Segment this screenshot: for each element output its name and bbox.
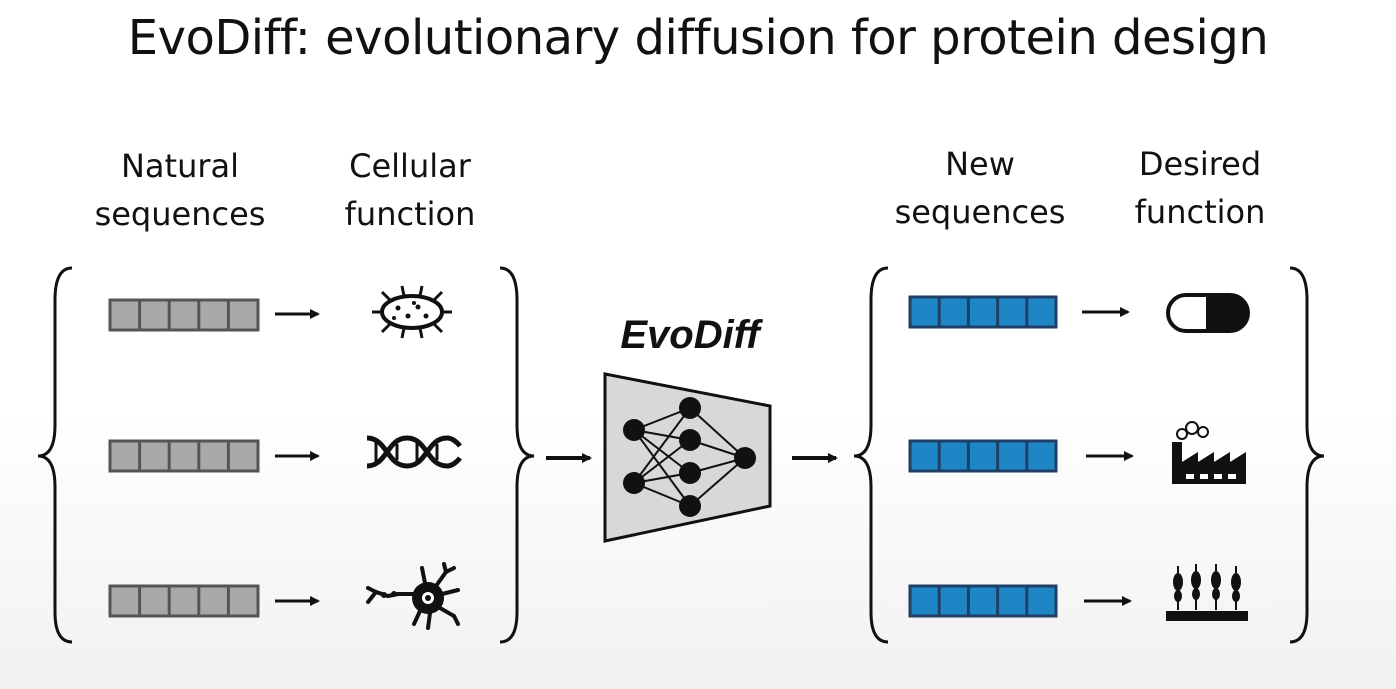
- natural-sequence-3: [108, 584, 260, 618]
- natural-sequence-1: [108, 298, 260, 332]
- pill-icon: [1166, 293, 1250, 333]
- bacterium-icon: [372, 285, 452, 339]
- evodiff-model: [603, 372, 772, 543]
- input-node-1: [623, 419, 645, 441]
- cellular-function-label-line2: function: [344, 195, 476, 233]
- neuron-icon: [366, 562, 460, 630]
- page-title: EvoDiff: evolutionary diffusion for prot…: [127, 10, 1269, 66]
- cellular-function-label: Cellular function: [320, 142, 500, 238]
- left-close-brace: [499, 266, 535, 644]
- new-sequence-2: [908, 439, 1058, 473]
- new-sequences-label-line1: New: [945, 145, 1015, 183]
- hidden-node-3: [679, 462, 701, 484]
- natural-sequences-label-line2: sequences: [94, 195, 266, 233]
- dna-icon: [366, 435, 462, 469]
- wheat-crop-icon: [1166, 564, 1248, 621]
- natural-sequences-label-line1: Natural: [120, 147, 240, 185]
- desired-function-label-line1: Desired: [1138, 145, 1262, 183]
- new-sequence-1: [908, 295, 1058, 329]
- desired-function-label: Desired function: [1110, 140, 1290, 236]
- model-name-label: EvoDiff: [620, 313, 763, 357]
- factory-icon: [1172, 421, 1246, 484]
- input-node-2: [623, 472, 645, 494]
- new-sequences-label-line2: sequences: [894, 193, 1066, 231]
- left-open-brace: [37, 266, 73, 644]
- new-sequence-3: [908, 584, 1058, 618]
- natural-sequence-2: [108, 439, 260, 473]
- hidden-node-2: [679, 429, 701, 451]
- right-close-brace: [1289, 266, 1325, 644]
- right-open-brace: [853, 266, 889, 644]
- new-sequences-label: New sequences: [875, 140, 1085, 236]
- cellular-function-label-line1: Cellular: [349, 147, 471, 185]
- output-node: [734, 447, 756, 469]
- hidden-node-1: [679, 397, 701, 419]
- desired-function-label-line2: function: [1134, 193, 1266, 231]
- natural-sequences-label: Natural sequences: [75, 142, 285, 238]
- hidden-node-4: [679, 495, 701, 517]
